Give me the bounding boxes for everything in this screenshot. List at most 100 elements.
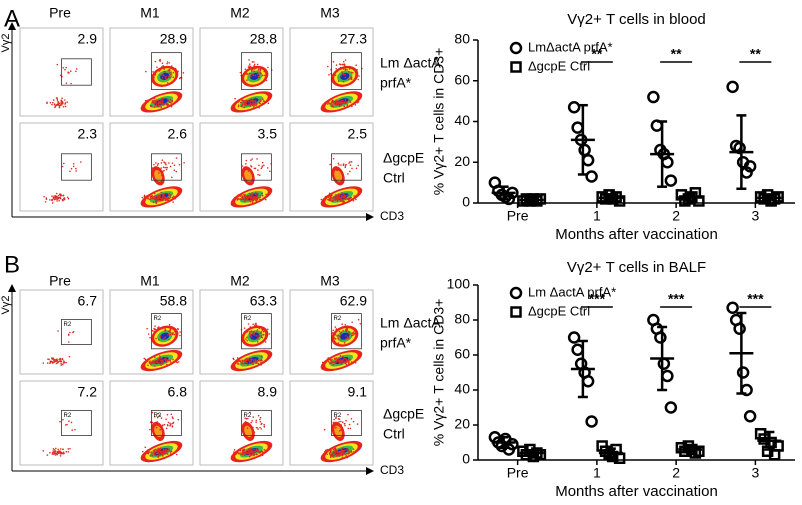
event-dot [153, 97, 156, 100]
event-dot [45, 198, 48, 201]
event-dot [151, 454, 154, 457]
event-dot [179, 76, 182, 79]
event-dot [159, 362, 161, 365]
event-dot [159, 447, 162, 449]
event-dot [341, 71, 343, 73]
legend-item: ΔgcpE Ctrl [510, 303, 590, 318]
event-dot [164, 102, 167, 105]
event-dot [259, 420, 262, 423]
event-dot [262, 330, 265, 333]
event-dot [53, 360, 55, 362]
event-dot [245, 357, 248, 360]
data-point [743, 160, 757, 173]
event-dot [354, 338, 357, 341]
event-dot [162, 450, 164, 452]
event-dot [158, 104, 161, 107]
event-dot [47, 358, 49, 360]
event-dot [345, 334, 347, 337]
event-dot [160, 167, 163, 169]
event-dot [52, 450, 54, 452]
event-dot [264, 449, 267, 452]
event-dot [263, 423, 265, 426]
data-group [596, 440, 626, 464]
event-dot [334, 74, 337, 77]
event-dot [338, 63, 341, 65]
event-dot [155, 359, 157, 362]
event-dot [167, 333, 169, 336]
event-dot [239, 194, 241, 196]
event-dot [253, 330, 255, 333]
event-dot [352, 362, 354, 365]
event-dot [161, 77, 164, 79]
event-dot [53, 195, 55, 197]
event-dot [252, 426, 254, 429]
event-dot [267, 66, 269, 69]
event-dot [256, 63, 259, 66]
event-dot [50, 199, 53, 201]
event-dot [232, 452, 235, 455]
event-dot [255, 322, 257, 325]
event-dot [257, 71, 259, 74]
gate [151, 409, 182, 436]
event-dot [253, 103, 256, 105]
event-dot [155, 426, 158, 429]
significance-label: ** [591, 46, 602, 62]
y-tick-label: 60 [454, 346, 470, 362]
event-dot [334, 197, 337, 200]
event-dot [332, 105, 335, 108]
event-dot [67, 72, 70, 74]
event-dot [254, 324, 256, 327]
event-dot [155, 361, 158, 364]
event-dot [62, 105, 65, 108]
event-dot [150, 361, 153, 364]
event-dot [348, 71, 350, 73]
event-dot [338, 357, 340, 360]
event-dot [54, 454, 57, 456]
data-point [733, 322, 746, 335]
event-dot [174, 74, 177, 76]
event-dot [348, 450, 350, 452]
percent-label: 2.3 [78, 126, 98, 142]
event-dot [346, 198, 349, 200]
event-dot [327, 65, 329, 68]
data-point [736, 366, 750, 379]
event-dot [172, 332, 175, 334]
event-dot [342, 329, 344, 332]
event-dot [164, 452, 166, 455]
event-dot [153, 452, 156, 454]
x-tick-label: Pre [507, 208, 529, 224]
event-dot [349, 170, 351, 173]
event-dot [236, 361, 238, 363]
event-dot [171, 416, 174, 418]
event-dot [258, 67, 260, 70]
event-dot [172, 421, 175, 424]
event-dot [162, 65, 164, 67]
event-dot [162, 195, 165, 197]
event-dot [343, 195, 346, 198]
event-dot [340, 74, 343, 77]
event-dot [173, 169, 176, 172]
event-dot [233, 451, 235, 453]
event-dot [251, 67, 254, 70]
event-dot [334, 100, 336, 103]
event-dot [46, 362, 49, 364]
event-dot [357, 101, 360, 103]
event-dot [166, 198, 169, 200]
event-dot [250, 75, 252, 78]
data-point [506, 438, 519, 451]
event-dot [252, 72, 255, 75]
event-dot [235, 197, 237, 200]
event-dot [159, 414, 161, 417]
event-dot [62, 194, 65, 197]
event-dot [263, 448, 266, 451]
event-dot [157, 194, 160, 197]
event-dot [62, 360, 65, 362]
event-dot [237, 362, 239, 365]
event-dot [332, 448, 335, 451]
event-dot [254, 100, 257, 103]
gate-label: R2 [154, 413, 162, 419]
event-dot [161, 452, 164, 454]
event-dot [347, 449, 349, 452]
event-dot [247, 359, 250, 361]
event-dot [328, 99, 331, 101]
